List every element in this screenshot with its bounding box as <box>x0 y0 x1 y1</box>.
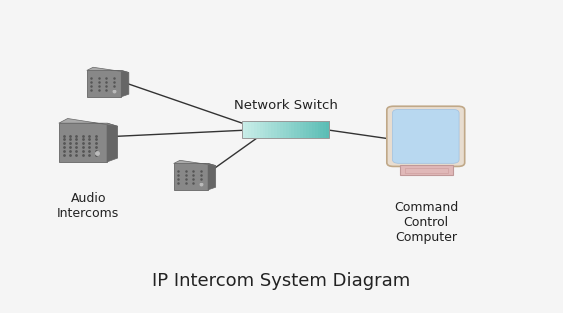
Bar <box>260 121 263 138</box>
Text: Audio
Intercoms: Audio Intercoms <box>57 192 119 220</box>
Bar <box>405 168 449 173</box>
Bar <box>269 121 272 138</box>
Bar <box>173 163 208 190</box>
Bar <box>297 121 301 138</box>
Bar <box>300 121 303 138</box>
Text: Network Switch: Network Switch <box>234 99 338 111</box>
Bar <box>400 165 453 175</box>
Bar <box>320 121 324 138</box>
Bar <box>87 70 121 97</box>
Bar <box>292 121 295 138</box>
FancyBboxPatch shape <box>392 109 459 163</box>
Bar <box>271 121 275 138</box>
Text: IP Intercom System Diagram: IP Intercom System Diagram <box>153 272 410 290</box>
Bar <box>306 121 310 138</box>
Polygon shape <box>121 70 129 97</box>
Bar <box>280 121 283 138</box>
Bar <box>265 121 269 138</box>
Polygon shape <box>87 67 129 73</box>
Bar <box>262 121 266 138</box>
Bar <box>277 121 280 138</box>
Bar <box>274 121 278 138</box>
Bar <box>289 121 292 138</box>
Bar <box>309 121 312 138</box>
Polygon shape <box>208 163 216 190</box>
Bar <box>323 121 327 138</box>
FancyBboxPatch shape <box>387 106 464 167</box>
Bar <box>283 121 286 138</box>
Bar <box>242 121 245 138</box>
Bar <box>59 123 107 162</box>
Bar <box>294 121 298 138</box>
Text: Command
Control
Computer: Command Control Computer <box>394 202 458 244</box>
Bar <box>312 121 315 138</box>
Bar <box>248 121 252 138</box>
Bar <box>318 121 321 138</box>
Bar <box>254 121 257 138</box>
Bar <box>315 121 318 138</box>
Bar <box>285 121 289 138</box>
Bar <box>245 121 249 138</box>
Bar <box>303 121 306 138</box>
Bar <box>242 121 329 138</box>
Polygon shape <box>59 119 118 126</box>
Bar <box>326 121 330 138</box>
Bar <box>257 121 260 138</box>
Polygon shape <box>173 160 216 166</box>
Bar <box>251 121 254 138</box>
Polygon shape <box>107 123 118 162</box>
